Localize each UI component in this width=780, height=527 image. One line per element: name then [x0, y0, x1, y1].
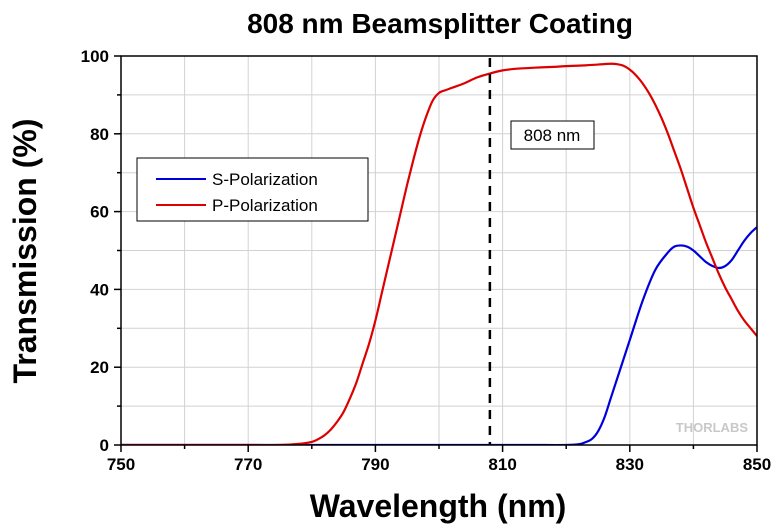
annotation-label: 808 nm — [524, 126, 581, 145]
legend-label-s-polarization: S-Polarization — [212, 170, 318, 189]
annotation-box: 808 nm — [510, 120, 595, 150]
x-tick-label: 770 — [234, 455, 262, 474]
y-tick-label: 0 — [100, 436, 109, 455]
series-layer — [121, 62, 757, 445]
legend: S-Polarization P-Polarization — [136, 157, 369, 222]
legend-frame — [136, 157, 369, 222]
x-tick-labels: 750 770 790 810 830 850 — [107, 455, 771, 474]
y-tick-label: 40 — [90, 280, 109, 299]
thorlabs-watermark: THORLABS — [676, 420, 749, 435]
x-axis-title: Wavelength (nm) — [310, 488, 567, 524]
axis-ticks — [114, 55, 758, 452]
series-p-polarization — [121, 62, 757, 445]
x-tick-label: 850 — [743, 455, 771, 474]
x-tick-label: 790 — [361, 455, 389, 474]
y-tick-label: 60 — [90, 203, 109, 222]
annotation-box-frame — [510, 120, 595, 150]
y-tick-labels: 0 20 40 60 80 100 — [81, 47, 109, 455]
y-tick-label: 20 — [90, 358, 109, 377]
legend-label-p-polarization: P-Polarization — [212, 196, 318, 215]
y-tick-label: 100 — [81, 47, 109, 66]
y-axis-title: Transmission (%) — [7, 119, 43, 384]
series-s-polarization — [121, 226, 757, 445]
x-tick-label: 750 — [107, 455, 135, 474]
gridlines — [121, 56, 757, 445]
y-tick-label: 80 — [90, 125, 109, 144]
chart-title: 808 nm Beamsplitter Coating — [247, 8, 633, 39]
x-tick-label: 830 — [616, 455, 644, 474]
x-tick-label: 810 — [488, 455, 516, 474]
